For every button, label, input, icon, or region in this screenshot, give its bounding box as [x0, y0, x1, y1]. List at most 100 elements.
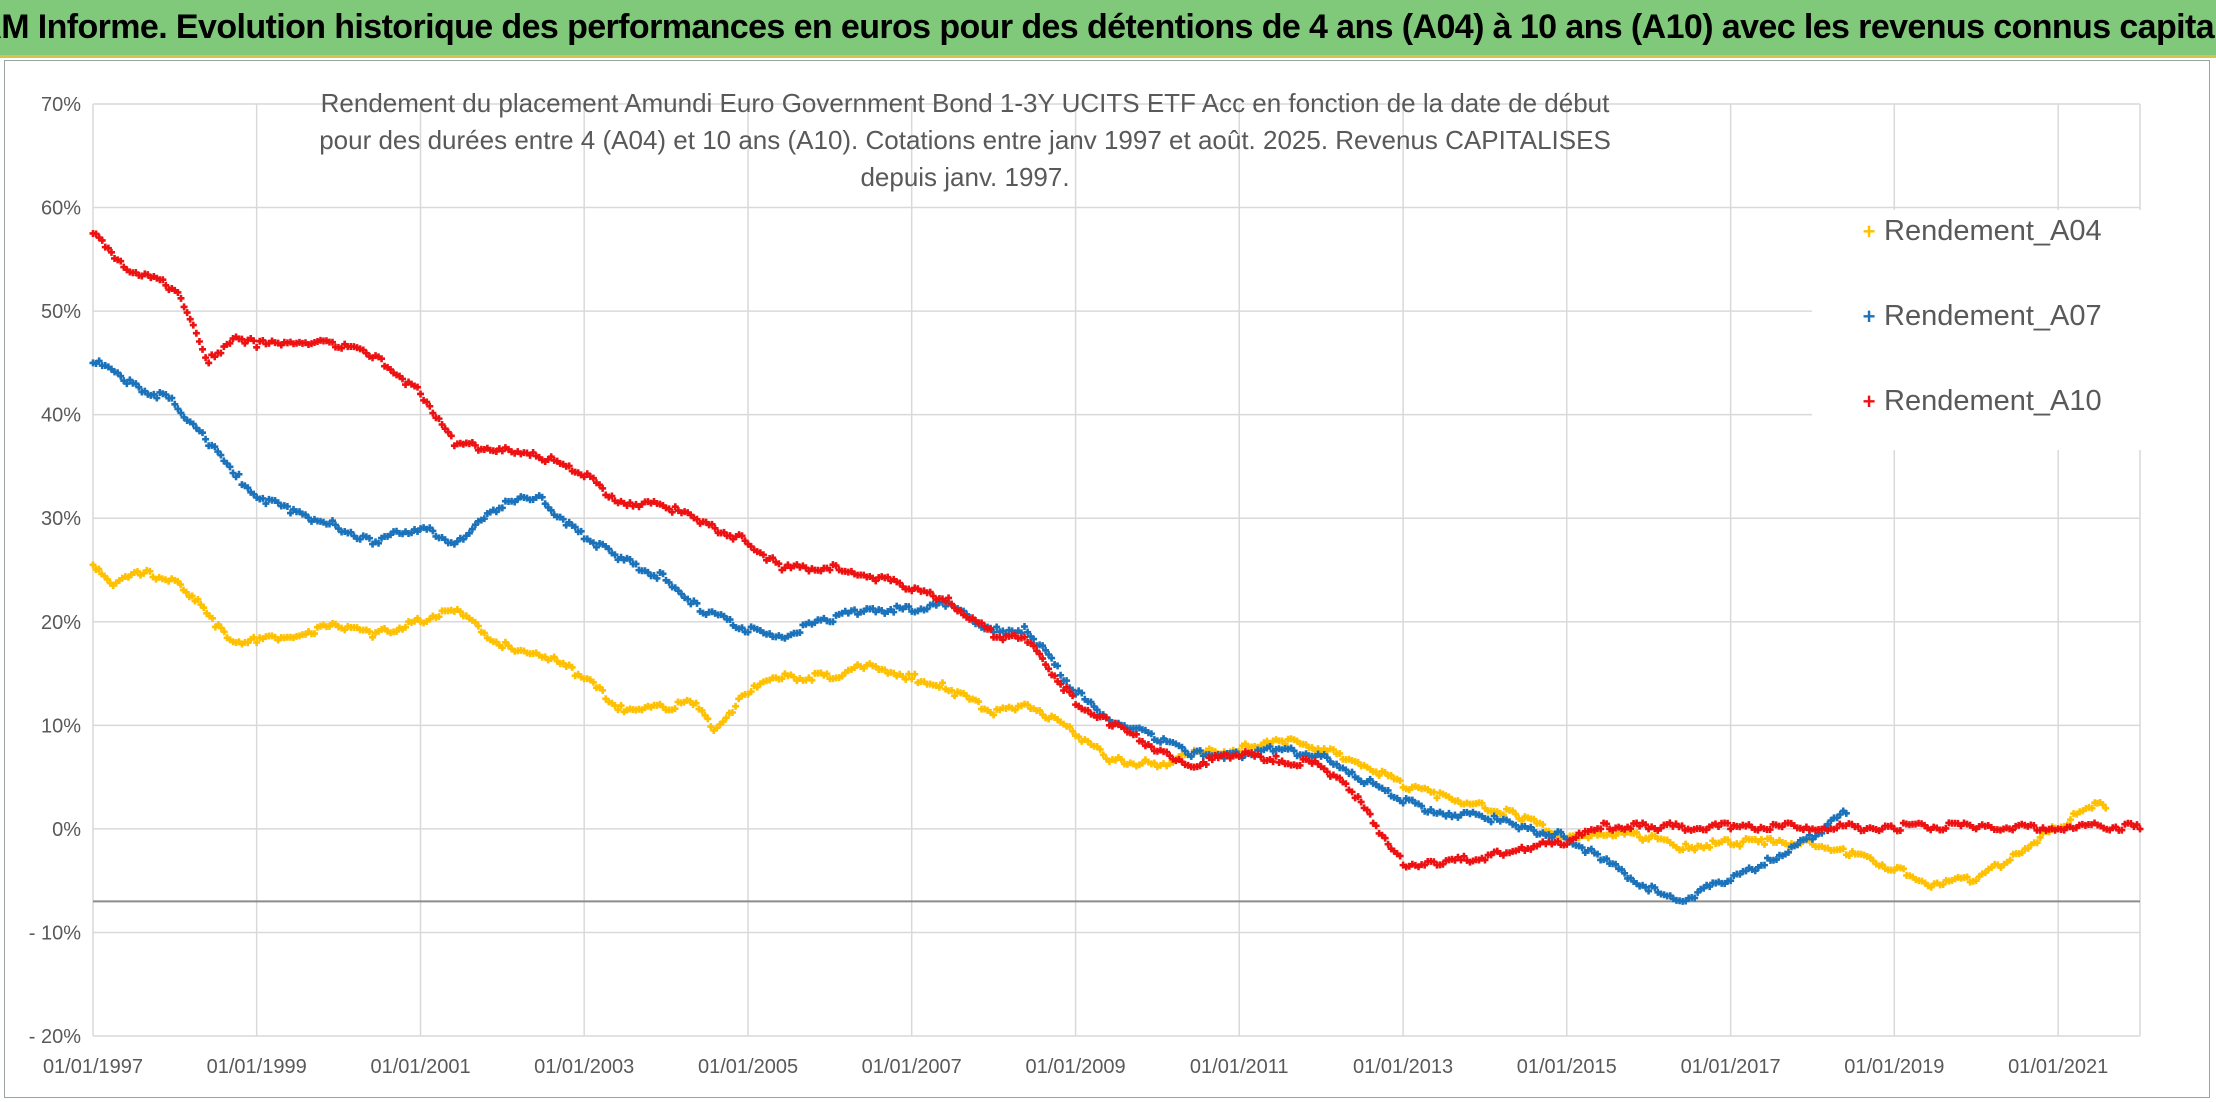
series-marker — [120, 377, 128, 385]
series-marker — [1323, 768, 1331, 776]
series-marker — [1678, 822, 1686, 830]
series-marker — [726, 616, 734, 624]
series-marker — [692, 699, 700, 707]
series-marker — [177, 294, 185, 302]
series-marker — [1557, 828, 1565, 836]
series-marker — [1054, 662, 1062, 670]
series-marker — [1384, 787, 1392, 795]
series-marker — [188, 592, 196, 600]
series-marker — [1430, 858, 1438, 866]
series-marker — [1357, 798, 1365, 806]
series-marker — [2118, 826, 2126, 834]
series-marker — [1530, 815, 1538, 823]
series-marker — [495, 641, 503, 649]
series-marker — [189, 420, 197, 428]
y-tick-label: 0% — [52, 819, 81, 841]
series-marker — [2024, 844, 2032, 852]
series-marker — [1603, 855, 1611, 863]
series-marker — [905, 603, 913, 611]
series-marker — [1457, 856, 1465, 864]
series-marker — [529, 449, 537, 457]
series-marker — [796, 629, 804, 637]
series-marker — [1921, 879, 1929, 887]
series-marker — [1560, 833, 1568, 841]
series-marker — [698, 706, 706, 714]
series-marker — [1084, 706, 1092, 714]
series-marker — [1724, 877, 1732, 885]
series-marker — [1069, 727, 1077, 735]
series-marker — [659, 570, 667, 578]
series-marker — [1706, 843, 1714, 851]
series-marker — [153, 394, 161, 402]
series-marker — [1460, 852, 1468, 860]
series-marker — [447, 432, 455, 440]
legend-label-a04: Rendement_A04 — [1884, 215, 2102, 247]
series-marker — [1421, 861, 1429, 869]
series-marker — [759, 551, 767, 559]
data-point — [1645, 887, 1653, 895]
series-marker — [1627, 825, 1635, 833]
series-marker — [2033, 839, 2041, 847]
series-marker — [202, 354, 210, 362]
series-marker — [1336, 774, 1344, 782]
series-marker — [159, 276, 167, 284]
series-marker — [1117, 756, 1125, 764]
series-marker — [1691, 894, 1699, 902]
series-marker — [1036, 706, 1044, 714]
series-marker — [1618, 865, 1626, 873]
series-marker — [1196, 747, 1204, 755]
series-marker — [951, 692, 959, 700]
series-marker — [1430, 788, 1438, 796]
series-marker — [1612, 860, 1620, 868]
series-marker — [589, 539, 597, 547]
series-marker — [328, 517, 336, 525]
series-marker — [1333, 760, 1341, 768]
series-marker — [987, 709, 995, 717]
series-marker — [402, 623, 410, 631]
series-marker — [1603, 820, 1611, 828]
data-point — [1024, 628, 1032, 636]
series-marker — [693, 599, 701, 607]
series-marker — [1120, 724, 1128, 732]
series-marker — [1512, 810, 1520, 818]
series-marker — [444, 428, 452, 436]
series-marker — [1163, 748, 1171, 756]
series-marker — [1348, 756, 1356, 764]
series-marker — [659, 703, 667, 711]
series-marker — [1724, 836, 1732, 844]
series-marker — [948, 600, 956, 608]
series-marker — [495, 504, 503, 512]
series-marker — [565, 462, 573, 470]
series-marker — [1363, 806, 1371, 814]
header-bar: ADAM Informe. Evolution historique des p… — [0, 0, 2216, 58]
x-tick-label: 01/01/2007 — [862, 1056, 962, 1078]
legend-item-a07: + Rendement_A07 — [1862, 300, 2102, 333]
series-marker — [671, 503, 679, 511]
series-marker — [923, 605, 931, 613]
series-marker — [693, 515, 701, 523]
series-marker — [1805, 826, 1813, 834]
series-marker — [599, 484, 607, 492]
series-marker — [217, 624, 225, 632]
series-marker — [1396, 777, 1404, 785]
series-marker — [211, 443, 219, 451]
series-marker — [146, 567, 154, 575]
series-marker — [686, 697, 694, 705]
series-marker — [1512, 847, 1520, 855]
series-marker — [890, 608, 898, 616]
series-marker — [95, 565, 103, 573]
series-marker — [435, 415, 443, 423]
data-point — [369, 633, 377, 641]
series-marker — [1478, 812, 1486, 820]
series-marker — [1478, 799, 1486, 807]
series-marker — [707, 723, 715, 731]
series-marker — [456, 608, 464, 616]
series-marker — [1621, 869, 1629, 877]
series-marker — [1329, 746, 1337, 754]
series-marker — [775, 560, 783, 568]
series-marker — [1900, 865, 1908, 873]
series-marker — [1530, 827, 1538, 835]
x-tick-label: 01/01/2003 — [534, 1056, 634, 1078]
series-marker — [1854, 823, 1862, 831]
